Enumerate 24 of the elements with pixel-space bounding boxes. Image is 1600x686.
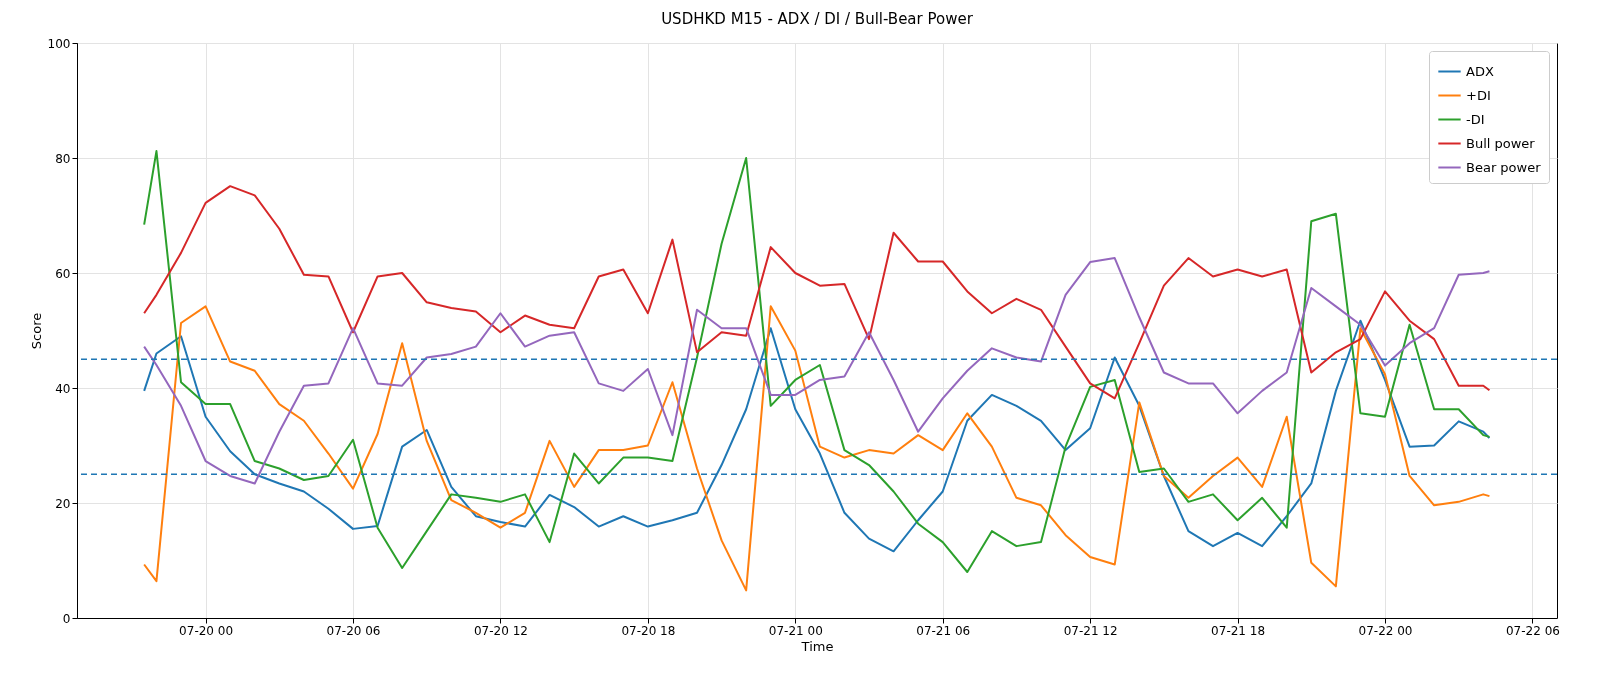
legend-label: +DI bbox=[1466, 87, 1491, 103]
legend-label: Bull power bbox=[1466, 135, 1536, 151]
y-axis-title: Score bbox=[28, 312, 44, 350]
legend-label: ADX bbox=[1466, 63, 1494, 79]
x-tick-label: 07-20 18 bbox=[621, 623, 676, 638]
x-tick-label: 07-21 00 bbox=[768, 623, 823, 638]
x-axis-title: Time bbox=[800, 638, 834, 654]
x-tick-label: 07-21 12 bbox=[1063, 623, 1118, 638]
x-tick-label: 07-20 06 bbox=[326, 623, 381, 638]
x-tick-label: 07-20 12 bbox=[473, 623, 528, 638]
x-tick-label: 07-22 00 bbox=[1358, 623, 1413, 638]
y-tick-label: 100 bbox=[47, 36, 71, 51]
chart-title: USDHKD M15 - ADX / DI / Bull-Bear Power bbox=[661, 10, 974, 28]
y-tick-label: 80 bbox=[55, 151, 71, 166]
x-tick-label: 07-22 06 bbox=[1505, 623, 1560, 638]
x-tick-label: 07-20 00 bbox=[179, 623, 234, 638]
y-tick-label: 60 bbox=[55, 266, 71, 281]
legend-label: Bear power bbox=[1466, 159, 1542, 175]
legend-label: -DI bbox=[1466, 111, 1485, 127]
y-tick-label: 0 bbox=[62, 611, 71, 626]
y-tick-label: 40 bbox=[55, 381, 71, 396]
x-tick-label: 07-21 18 bbox=[1211, 623, 1266, 638]
y-tick-label: 20 bbox=[55, 496, 71, 511]
x-tick-label: 07-21 06 bbox=[916, 623, 971, 638]
